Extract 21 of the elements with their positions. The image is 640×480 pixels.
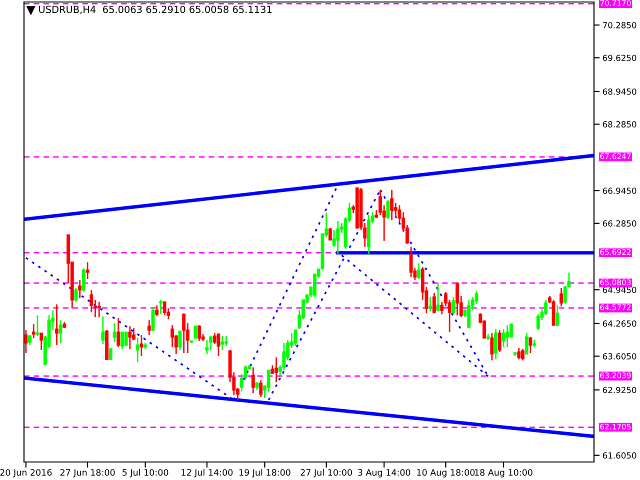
y-tick-label: 64.9450 [602,286,636,294]
x-tick-label: 10 Aug 18:00 [417,469,475,478]
x-tick-label: 27 Jul 10:00 [300,468,352,478]
y-tick-label: 70.2850 [603,22,636,28]
y-tick-label: 66.2850 [602,220,636,227]
y-tick-label: 68.2850 [602,121,636,128]
x-tick-label: 27 Jun 18:00 [60,469,115,478]
y-tick-label: 63.6050 [602,353,636,360]
y-tick-label: 64.2650 [602,320,636,327]
y-tick-label: 69.6250 [602,54,636,62]
y-tick-label: 62.9250 [602,386,636,394]
y-tick-label: 61.6050 [602,452,636,459]
x-tick-label: 5 Jul 10:00 [122,468,168,478]
x-tick-label: 12 Jul 14:00 [182,468,233,478]
y-tick-label: 66.9450 [602,188,636,194]
x-tick-label: 18 Aug 10:00 [474,469,532,478]
y-tick-label: 68.9450 [602,88,636,95]
chart-title: USDRUB,H4 65.0063 65.2910 65.0058 65.1131 [39,6,272,14]
x-tick-label: 20 Jun 2016 [0,469,52,478]
x-tick-label: 19 Jul 18:00 [239,468,290,478]
x-tick-label: 3 Aug 14:00 [358,469,410,478]
